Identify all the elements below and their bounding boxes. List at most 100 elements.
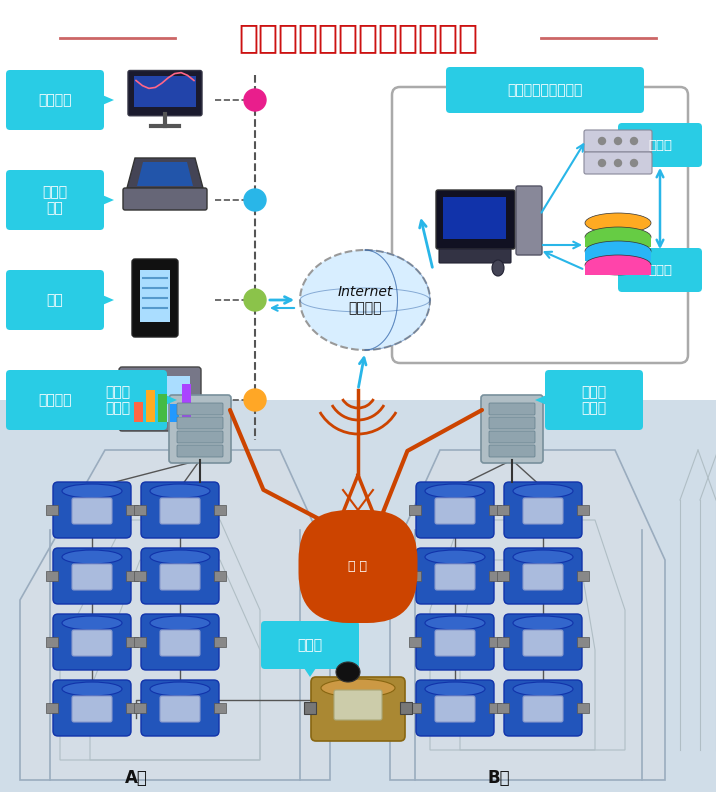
- Ellipse shape: [150, 484, 210, 498]
- FancyBboxPatch shape: [436, 190, 515, 249]
- FancyBboxPatch shape: [177, 417, 223, 429]
- FancyBboxPatch shape: [6, 170, 104, 230]
- Ellipse shape: [513, 550, 573, 564]
- Bar: [489, 703, 501, 713]
- FancyBboxPatch shape: [489, 445, 535, 457]
- Text: 智能电子远传水表系统框图: 智能电子远传水表系统框图: [238, 21, 478, 55]
- Bar: [134, 402, 143, 422]
- Bar: [46, 571, 58, 581]
- FancyBboxPatch shape: [523, 564, 563, 590]
- Bar: [214, 571, 226, 581]
- Bar: [214, 637, 226, 647]
- Text: Internet
移动互联: Internet 移动互联: [337, 285, 392, 315]
- FancyBboxPatch shape: [504, 548, 582, 604]
- FancyBboxPatch shape: [177, 431, 223, 443]
- Bar: [46, 637, 58, 647]
- FancyBboxPatch shape: [504, 680, 582, 736]
- FancyBboxPatch shape: [416, 614, 494, 670]
- FancyBboxPatch shape: [53, 680, 131, 736]
- FancyBboxPatch shape: [516, 186, 542, 255]
- FancyBboxPatch shape: [53, 614, 131, 670]
- FancyBboxPatch shape: [334, 690, 382, 720]
- Circle shape: [631, 138, 637, 144]
- Ellipse shape: [150, 616, 210, 630]
- FancyBboxPatch shape: [177, 403, 223, 415]
- Text: 基 站: 基 站: [349, 560, 367, 573]
- FancyBboxPatch shape: [446, 67, 644, 113]
- Bar: [489, 505, 501, 515]
- Ellipse shape: [150, 682, 210, 696]
- Ellipse shape: [62, 616, 122, 630]
- FancyBboxPatch shape: [481, 395, 543, 463]
- FancyBboxPatch shape: [504, 482, 582, 538]
- Bar: [577, 703, 589, 713]
- Text: 笔记本
电脑: 笔记本 电脑: [42, 185, 67, 215]
- FancyBboxPatch shape: [141, 680, 219, 736]
- Bar: [146, 390, 155, 422]
- FancyBboxPatch shape: [140, 270, 170, 322]
- FancyBboxPatch shape: [169, 395, 231, 463]
- Circle shape: [244, 289, 266, 311]
- Polygon shape: [608, 139, 622, 151]
- FancyBboxPatch shape: [392, 87, 688, 363]
- Bar: [134, 571, 146, 581]
- FancyBboxPatch shape: [523, 498, 563, 524]
- Polygon shape: [390, 450, 665, 780]
- Bar: [134, 637, 146, 647]
- FancyBboxPatch shape: [489, 417, 535, 429]
- Ellipse shape: [585, 255, 651, 275]
- FancyBboxPatch shape: [443, 197, 506, 239]
- Ellipse shape: [513, 616, 573, 630]
- FancyBboxPatch shape: [160, 630, 200, 656]
- Polygon shape: [608, 264, 622, 276]
- Text: 物联网
抄表器: 物联网 抄表器: [581, 385, 606, 415]
- Text: B幢: B幢: [488, 769, 511, 787]
- Text: 服务器: 服务器: [648, 139, 672, 151]
- Bar: [409, 571, 421, 581]
- Bar: [489, 571, 501, 581]
- Bar: [577, 571, 589, 581]
- FancyBboxPatch shape: [261, 621, 359, 669]
- Ellipse shape: [425, 616, 485, 630]
- Ellipse shape: [585, 227, 651, 247]
- Ellipse shape: [321, 679, 395, 697]
- Circle shape: [244, 89, 266, 111]
- Polygon shape: [137, 162, 193, 186]
- FancyBboxPatch shape: [584, 152, 652, 174]
- Bar: [400, 702, 412, 714]
- Ellipse shape: [425, 484, 485, 498]
- FancyBboxPatch shape: [435, 498, 475, 524]
- FancyBboxPatch shape: [523, 696, 563, 722]
- Ellipse shape: [300, 250, 430, 350]
- FancyBboxPatch shape: [53, 482, 131, 538]
- FancyBboxPatch shape: [132, 259, 178, 337]
- Bar: [585, 237, 651, 247]
- FancyBboxPatch shape: [130, 376, 190, 422]
- FancyBboxPatch shape: [489, 431, 535, 443]
- FancyBboxPatch shape: [72, 630, 112, 656]
- Polygon shape: [127, 158, 203, 188]
- Bar: [585, 265, 651, 275]
- Bar: [489, 637, 501, 647]
- Bar: [214, 703, 226, 713]
- Bar: [126, 505, 138, 515]
- FancyBboxPatch shape: [128, 70, 202, 116]
- Circle shape: [614, 138, 621, 144]
- Bar: [497, 703, 509, 713]
- Ellipse shape: [62, 550, 122, 564]
- FancyBboxPatch shape: [6, 70, 104, 130]
- FancyBboxPatch shape: [489, 403, 535, 415]
- FancyBboxPatch shape: [177, 445, 223, 457]
- FancyBboxPatch shape: [134, 75, 196, 107]
- Bar: [304, 702, 316, 714]
- Ellipse shape: [62, 484, 122, 498]
- Polygon shape: [100, 194, 114, 206]
- Ellipse shape: [585, 213, 651, 233]
- Text: 数据库: 数据库: [648, 264, 672, 276]
- Bar: [497, 637, 509, 647]
- Text: 平板电脑: 平板电脑: [38, 393, 72, 407]
- FancyBboxPatch shape: [160, 564, 200, 590]
- Bar: [46, 505, 58, 515]
- FancyBboxPatch shape: [69, 370, 167, 430]
- FancyBboxPatch shape: [53, 548, 131, 604]
